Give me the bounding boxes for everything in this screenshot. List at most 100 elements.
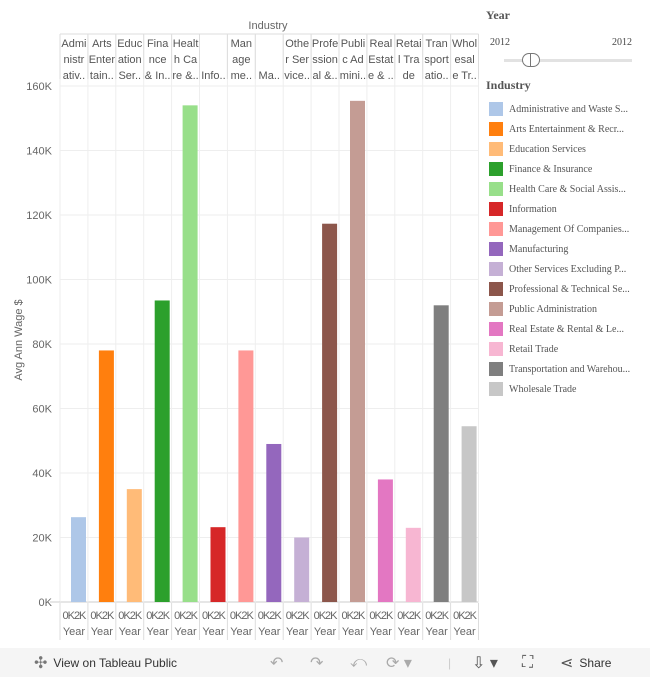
legend-swatch [489, 122, 503, 136]
bar-health-care-social-assis- [182, 105, 198, 602]
slider-thumb[interactable] [522, 53, 540, 67]
column-header-label: Real [370, 38, 393, 50]
legend-swatch [489, 222, 503, 236]
share-button[interactable]: ⋖ Share [560, 654, 611, 672]
view-on-tableau-label: View on Tableau Public [53, 656, 178, 670]
column-header-label: al &.. [313, 70, 338, 82]
legend-label: Health Care & Social Assis... [509, 183, 626, 195]
legend-swatch [489, 302, 503, 316]
legend-item[interactable]: Other Services Excluding P... [486, 259, 650, 279]
y-tick-label: 80K [32, 339, 52, 351]
legend-label: Administrative and Waste S... [509, 103, 628, 115]
download-icon[interactable]: ⇩ ▾ [472, 655, 498, 672]
legend-item[interactable]: Public Administration [486, 299, 650, 319]
view-on-tableau-button[interactable]: ✣ View on Tableau Public [34, 654, 177, 672]
column-header-label: me.. [231, 70, 252, 82]
legend-swatch [489, 322, 503, 336]
legend-swatch [489, 362, 503, 376]
undo-icon[interactable]: ↶ [270, 655, 284, 672]
y-tick-label: 100K [26, 275, 52, 287]
legend-label: Transportation and Warehou... [509, 363, 631, 375]
legend-item[interactable]: Manufacturing [486, 239, 650, 259]
year-slider[interactable] [490, 52, 632, 68]
bottom-tick-label: 0K2K [369, 610, 394, 622]
legend-swatch [489, 202, 503, 216]
column-header-label: mini.. [340, 70, 366, 82]
column-header-label: sport [424, 54, 448, 66]
legend-item[interactable]: Education Services [486, 139, 650, 159]
column-header-label: Estat [368, 54, 393, 66]
y-tick-label: 140K [26, 146, 52, 158]
legend-label: Information [509, 203, 557, 215]
bottom-tick-label: 0K2K [425, 610, 450, 622]
column-header-label: esal [454, 54, 474, 66]
bottom-axis-label: Year [230, 626, 253, 638]
column-header-label: Enter [89, 54, 116, 66]
legend-item[interactable]: Transportation and Warehou... [486, 359, 650, 379]
column-header-label: Info.. [201, 70, 225, 82]
column-header-label: l Tra [398, 54, 420, 66]
bottom-tick-label: 0K2K [118, 610, 143, 622]
legend-label: Wholesale Trade [509, 383, 577, 395]
column-header-label: Fina [147, 38, 169, 50]
legend-label: Public Administration [509, 303, 598, 315]
bar-management-of-companies- [238, 350, 254, 602]
y-axis-label: Avg Ann Wage $ [13, 299, 25, 380]
legend-item[interactable]: Management Of Companies... [486, 219, 650, 239]
bottom-tick-label: 0K2K [341, 610, 366, 622]
bar-arts-entertainment-recr- [98, 350, 114, 602]
legend-item[interactable]: Retail Trade [486, 339, 650, 359]
column-header-label: atio.. [425, 70, 449, 82]
bar-education-services [126, 489, 142, 602]
tableau-logo-icon: ✣ [34, 655, 48, 672]
legend-item[interactable]: Professional & Technical Se... [486, 279, 650, 299]
y-tick-label: 160K [26, 81, 52, 93]
bottom-axis-label: Year [147, 626, 170, 638]
legend-swatch [489, 382, 503, 396]
column-header-label: nistr [64, 54, 85, 66]
legend-swatch [489, 242, 503, 256]
bottom-tick-label: 0K2K [174, 610, 199, 622]
column-header-label: ativ.. [63, 70, 85, 82]
bar-other-services-excluding-p- [294, 537, 310, 602]
bar-administrative-and-waste-s- [71, 517, 86, 602]
legend-item[interactable]: Wholesale Trade [486, 379, 650, 399]
bar-information [210, 527, 226, 602]
column-header-label: Admi [61, 38, 86, 50]
column-header-label: age [232, 54, 250, 66]
redo-icon[interactable]: ↷ [310, 655, 324, 672]
legend-swatch [489, 342, 503, 356]
bar-finance-insurance [154, 300, 170, 602]
legend-swatch [489, 262, 503, 276]
bottom-axis-label: Year [453, 626, 476, 638]
legend-item[interactable]: Finance & Insurance [486, 159, 650, 179]
refresh-icon[interactable]: ⟳ ▾ [386, 655, 412, 672]
column-header-label: & In.. [145, 70, 171, 82]
bottom-axis-label: Year [119, 626, 142, 638]
bottom-tick-label: 0K2K [453, 610, 478, 622]
column-header-label: nce [149, 54, 167, 66]
y-tick-label: 40K [32, 468, 52, 480]
legend-label: Management Of Companies... [509, 223, 630, 235]
fullscreen-icon[interactable]: ⛶ [522, 654, 534, 671]
column-header-label: Whol [452, 38, 477, 50]
column-header-label: Educ [117, 38, 143, 50]
legend-label: Other Services Excluding P... [509, 263, 627, 275]
legend-item[interactable]: Arts Entertainment & Recr... [486, 119, 650, 139]
legend-item[interactable]: Administrative and Waste S... [486, 99, 650, 119]
legend-swatch [489, 282, 503, 296]
legend-item[interactable]: Health Care & Social Assis... [486, 179, 650, 199]
column-header-label: Profe [312, 38, 338, 50]
bar-professional-technical-se- [322, 223, 338, 602]
bottom-axis-label: Year [426, 626, 449, 638]
legend-item[interactable]: Information [486, 199, 650, 219]
bottom-axis-label: Year [342, 626, 365, 638]
bottom-axis-label: Year [370, 626, 393, 638]
bar-manufacturing [266, 443, 282, 602]
bottom-axis-label: Year [398, 626, 421, 638]
column-header-label: Healt [173, 38, 199, 50]
revert-icon[interactable]: ⤺ [350, 654, 368, 671]
y-tick-label: 60K [32, 404, 52, 416]
legend-label: Finance & Insurance [509, 163, 593, 175]
legend-item[interactable]: Real Estate & Rental & Le... [486, 319, 650, 339]
